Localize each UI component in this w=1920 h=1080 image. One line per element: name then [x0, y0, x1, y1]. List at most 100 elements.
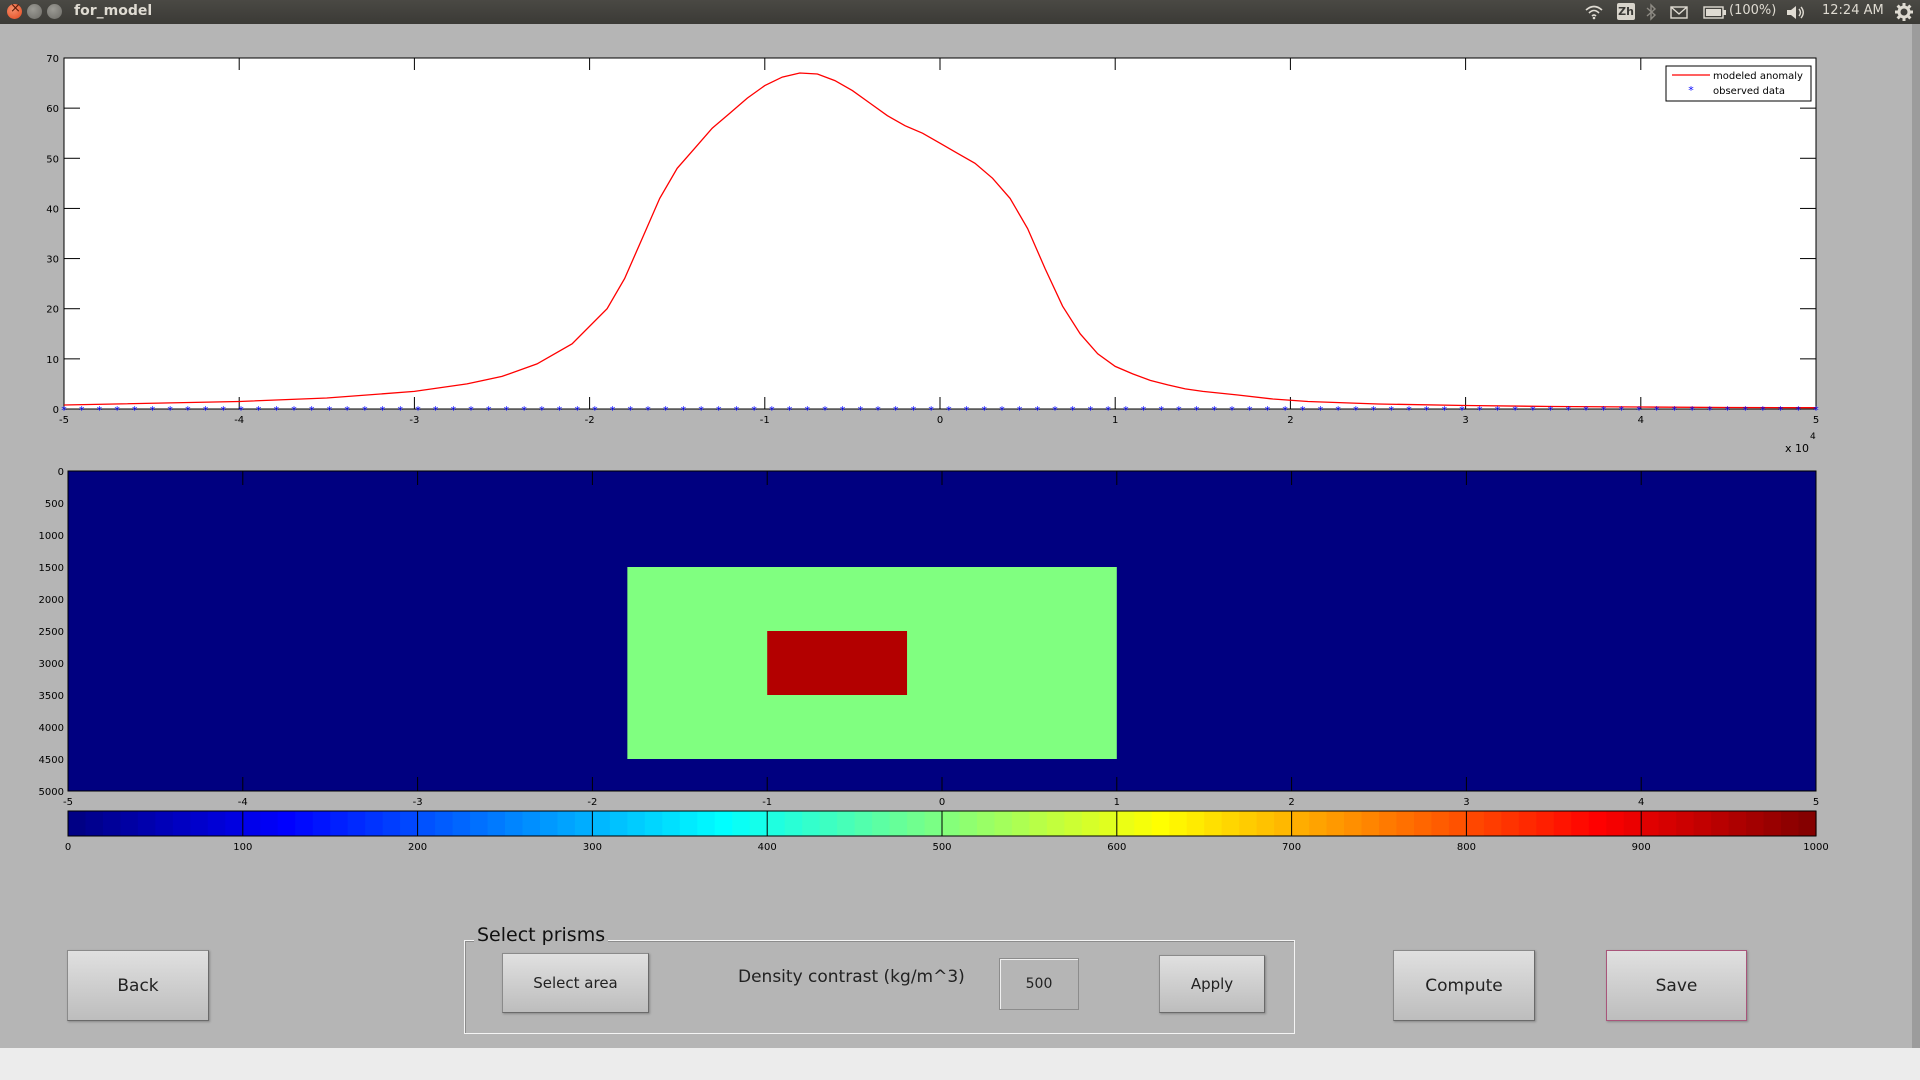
x-tick-label: -1	[762, 797, 772, 808]
colorbar-cell	[155, 811, 174, 836]
colorbar-cell	[1781, 811, 1800, 836]
colorbar-tick-label: 700	[1282, 842, 1301, 853]
y-tick-label: 5000	[39, 787, 64, 798]
legend-entry-observed: observed data	[1713, 86, 1785, 97]
compute-button[interactable]: Compute	[1393, 950, 1535, 1021]
observed-data-point: *	[1459, 404, 1465, 417]
observed-data-point: *	[911, 404, 917, 417]
colorbar-cell	[1309, 811, 1328, 836]
colorbar-cell	[312, 811, 331, 836]
observed-data-point: *	[858, 404, 864, 417]
y-tick-label: 4500	[39, 755, 64, 766]
observed-data-point: *	[1778, 404, 1784, 417]
colorbar-cell	[1536, 811, 1555, 836]
colorbar-cell	[1728, 811, 1747, 836]
wifi-icon[interactable]	[1584, 4, 1604, 20]
colorbar-cell	[1571, 811, 1590, 836]
observed-data-point: *	[964, 404, 970, 417]
colorbar-cell	[1134, 811, 1153, 836]
x-tick-label: -2	[585, 415, 595, 426]
colorbar-tick-label: 800	[1457, 842, 1476, 853]
vertical-scrollbar[interactable]	[1912, 24, 1920, 1048]
battery-icon[interactable]	[1703, 6, 1727, 19]
mail-icon[interactable]	[1670, 6, 1688, 19]
observed-data-point: *	[451, 404, 457, 417]
colorbar-cell	[1623, 811, 1642, 836]
minimize-window-button[interactable]	[27, 4, 42, 19]
y-tick-label: 30	[46, 255, 59, 266]
save-button[interactable]: Save	[1606, 950, 1747, 1021]
colorbar: 0 100 200 300 400 500 600 700 800 900 1000	[65, 810, 1829, 853]
colorbar-cell	[1448, 811, 1467, 836]
observed-data-point: *	[167, 404, 173, 417]
observed-data-point: *	[610, 404, 616, 417]
colorbar-cell	[1361, 811, 1380, 836]
volume-icon[interactable]	[1786, 5, 1806, 20]
select-area-button[interactable]: Select area	[502, 953, 649, 1013]
colorbar-cell	[382, 811, 401, 836]
x-tick-label: -4	[238, 797, 248, 808]
colorbar-cell	[1256, 811, 1275, 836]
colorbar-cell	[802, 811, 821, 836]
observed-data-point: *	[274, 404, 280, 417]
observed-data-point: *	[734, 404, 740, 417]
close-window-button[interactable]	[7, 1, 22, 19]
observed-data-point: *	[1389, 404, 1395, 417]
clock[interactable]: 12:24 AM	[1822, 3, 1884, 18]
observed-data-point: *	[1141, 404, 1147, 417]
colorbar-cell	[522, 811, 541, 836]
observed-data-point: *	[1212, 404, 1218, 417]
system-top-bar: for_model Zh (100%) 12:24 AM	[0, 0, 1920, 24]
colorbar-cell	[1518, 811, 1537, 836]
colorbar-cell	[1344, 811, 1363, 836]
observed-data-point: *	[486, 404, 492, 417]
x-tick-label: 5	[1813, 415, 1819, 426]
apply-button[interactable]: Apply	[1159, 955, 1265, 1013]
colorbar-cell	[1064, 811, 1083, 836]
density-contrast-input[interactable]	[999, 958, 1079, 1010]
back-button[interactable]: Back	[67, 950, 209, 1021]
colorbar-cell	[1151, 811, 1170, 836]
colorbar-cell	[1746, 811, 1765, 836]
colorbar-cell	[417, 811, 436, 836]
y-tick-label: 4000	[39, 723, 64, 734]
x-tick-label: 0	[939, 797, 945, 808]
colorbar-cell	[1658, 811, 1677, 836]
colorbar-cell	[190, 811, 209, 836]
input-method-indicator[interactable]: Zh	[1617, 3, 1635, 20]
colorbar-cell	[557, 811, 576, 836]
legend: modeled anomaly * observed data	[1665, 65, 1812, 102]
density-prism[interactable]	[767, 631, 908, 695]
x-tick-label: -3	[409, 415, 419, 426]
colorbar-tick-label: 400	[758, 842, 777, 853]
observed-data-point: *	[1583, 404, 1589, 417]
maximize-window-button[interactable]	[47, 4, 62, 19]
observed-data-point: *	[256, 404, 262, 417]
observed-data-point: *	[1247, 404, 1253, 417]
bluetooth-icon[interactable]	[1645, 3, 1657, 21]
observed-data-point: *	[1796, 404, 1802, 417]
gear-icon[interactable]	[1895, 3, 1913, 21]
x-tick-label: -1	[760, 415, 770, 426]
observed-data-point: *	[380, 404, 386, 417]
colorbar-tick-label: 1000	[1803, 842, 1828, 853]
observed-data-point: *	[1530, 404, 1536, 417]
colorbar-cell	[1379, 811, 1398, 836]
y-tick-label: 70	[46, 54, 59, 65]
select-prisms-title: Select prisms	[474, 924, 609, 946]
colorbar-cell	[225, 811, 244, 836]
observed-data-point: *	[1725, 404, 1731, 417]
observed-data-point: *	[1335, 404, 1341, 417]
observed-data-point: *	[1654, 404, 1660, 417]
x-tick-label: -2	[587, 797, 597, 808]
observed-data-point: *	[150, 404, 156, 417]
observed-data-point: *	[132, 404, 138, 417]
observed-data-point: *	[397, 404, 403, 417]
observed-data-point: *	[97, 404, 103, 417]
observed-data-point: *	[362, 404, 368, 417]
legend-entry-modeled: modeled anomaly	[1713, 71, 1803, 82]
colorbar-cell	[1693, 811, 1712, 836]
observed-data-point: *	[1176, 404, 1182, 417]
x-tick-label: -5	[59, 415, 69, 426]
